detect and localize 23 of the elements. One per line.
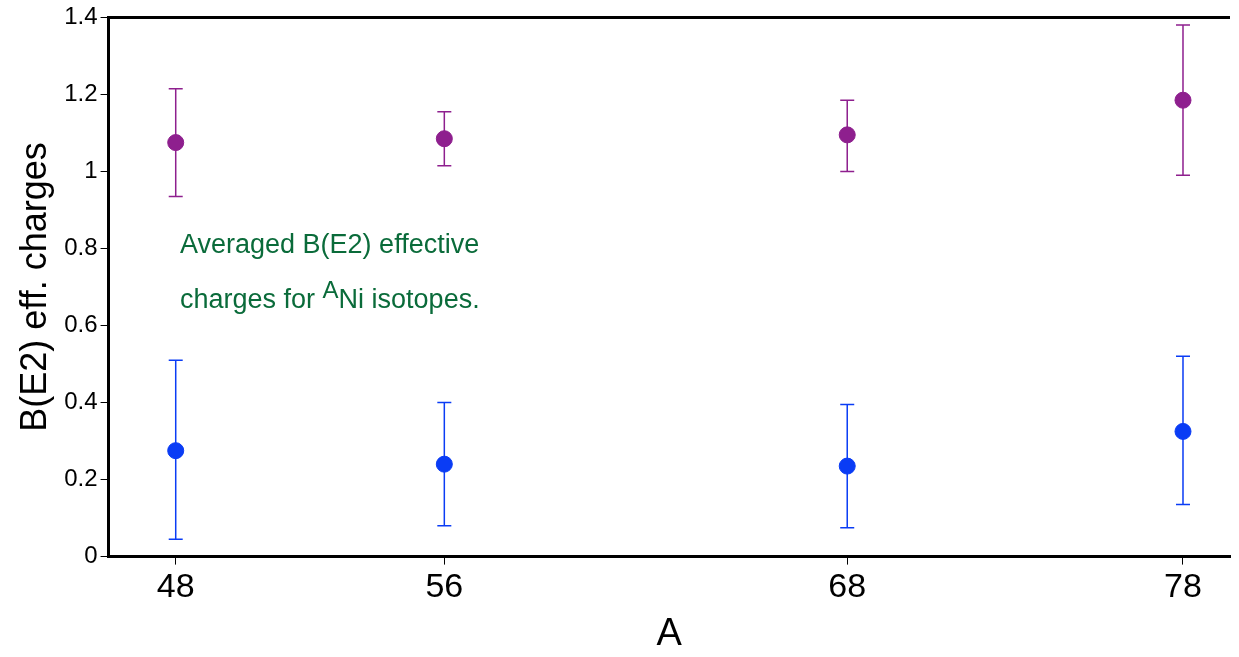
y-tick-label: 0 bbox=[84, 541, 98, 569]
y-tick-label: 0.4 bbox=[64, 387, 98, 415]
annotation: Averaged B(E2) effective charges for $^{A}$Ni isotopes. bbox=[180, 228, 481, 316]
point bbox=[838, 126, 856, 144]
y-tick-label: 0.6 bbox=[64, 310, 98, 338]
point bbox=[435, 455, 453, 473]
point bbox=[838, 457, 856, 475]
point bbox=[435, 130, 453, 148]
x-tick-label: 78 bbox=[1164, 566, 1202, 605]
y-tick-label: 0.2 bbox=[64, 464, 98, 492]
point bbox=[1174, 91, 1192, 109]
point bbox=[167, 134, 185, 152]
y-axis-title: B(E2) eff. charges bbox=[12, 142, 54, 432]
x-axis-title: A bbox=[656, 610, 683, 653]
x-tick-label: 48 bbox=[156, 566, 195, 605]
y-tick-label: 1.2 bbox=[64, 79, 98, 107]
y-tick-label: 1.4 bbox=[64, 2, 98, 30]
point bbox=[167, 442, 185, 460]
y-tick-label: 0.8 bbox=[64, 233, 98, 261]
x-tick-label: 68 bbox=[828, 566, 867, 605]
x-tick-label: 56 bbox=[425, 566, 464, 605]
point bbox=[1174, 422, 1192, 440]
y-tick-label: 1 bbox=[84, 156, 98, 184]
